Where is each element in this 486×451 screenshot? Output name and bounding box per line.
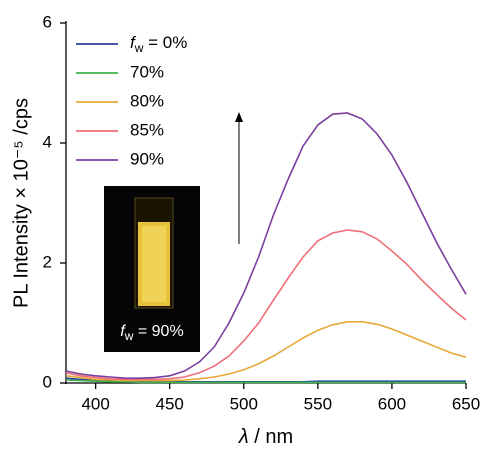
x-tick-label: 400 (81, 394, 109, 413)
x-tick-label: 600 (378, 394, 406, 413)
y-axis-label: PL Intensity × 10⁻⁵ /cps (10, 98, 32, 308)
legend-label: 85% (130, 120, 164, 139)
y-tick-label: 6 (43, 12, 52, 31)
y-tick-label: 0 (43, 372, 52, 391)
legend-label: 90% (130, 149, 164, 168)
inset-photo (104, 186, 200, 352)
x-tick-label: 450 (156, 394, 184, 413)
arrow-head (235, 112, 243, 122)
series-line (65, 320, 467, 382)
y-tick-label: 4 (43, 132, 52, 151)
legend-label: 80% (130, 91, 164, 110)
legend-label: fw = 0% (130, 33, 187, 55)
x-tick-label: 550 (304, 394, 332, 413)
legend-label: 70% (130, 62, 164, 81)
inset-label: fw = 90% (120, 323, 183, 343)
x-tick-label: 500 (230, 394, 258, 413)
x-axis-label: λ / nm (238, 426, 293, 448)
series-line (65, 229, 467, 381)
y-tick-label: 2 (43, 252, 52, 271)
series-line (65, 379, 466, 384)
series-line (65, 112, 467, 380)
x-tick-label: 650 (452, 394, 480, 413)
